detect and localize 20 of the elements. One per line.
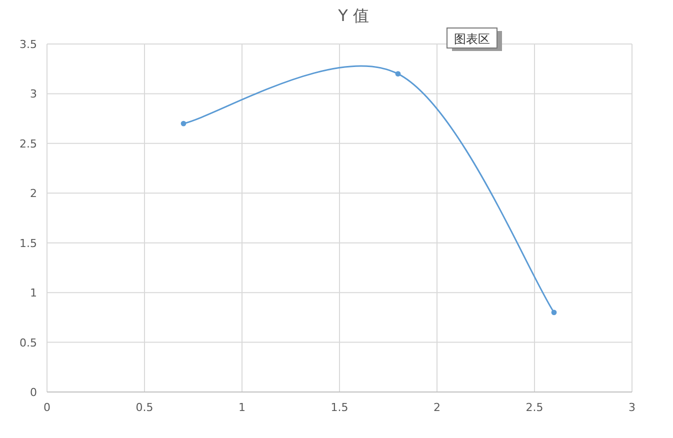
x-tick-label: 0 [44, 401, 50, 414]
y-tick-label: 1 [30, 286, 37, 300]
y-tick-label: 2 [30, 187, 37, 200]
point [180, 120, 186, 126]
x-tick-label: 1 [238, 401, 246, 414]
x-tick-label: 0.5 [136, 401, 154, 414]
y-tick-label: 2.5 [20, 137, 37, 150]
x-tick-label: 2 [434, 401, 440, 414]
point [395, 71, 401, 77]
y-tick-label: 0 [30, 386, 37, 399]
y-tick-label: 3.5 [20, 38, 37, 51]
y-tick-label: 3 [30, 88, 37, 101]
x-tick-label: 2.5 [526, 401, 544, 414]
chart-title: Y 值 [337, 6, 369, 25]
x-tick-label: 1.5 [330, 401, 348, 414]
x-tick-label: 3 [628, 401, 636, 414]
point [551, 310, 557, 316]
y-tick-label: 1.5 [20, 236, 37, 250]
annotation: 图表区 [454, 32, 490, 46]
y-tick-label: 0.5 [20, 336, 37, 350]
